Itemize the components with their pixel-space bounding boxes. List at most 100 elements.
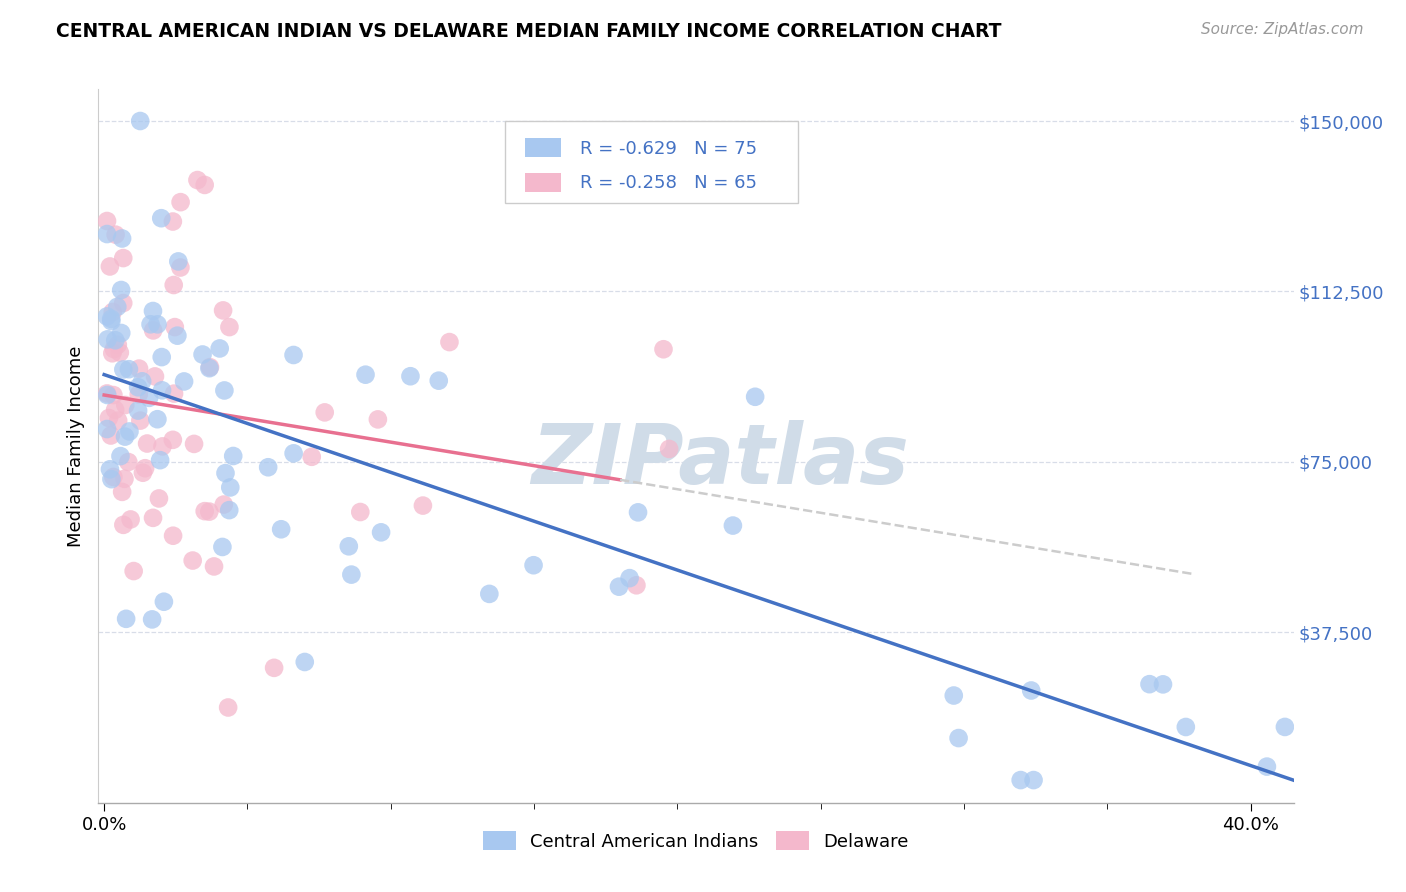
Point [607,580,630,594]
Point [111,231,134,245]
Point [132,466,155,480]
Point [163,386,186,401]
Point [1022,773,1045,788]
Point [194,178,217,192]
Point [1152,677,1174,691]
Point [354,368,377,382]
Point [114,472,136,486]
Point [152,439,174,453]
Point [148,491,170,506]
Point [167,254,190,268]
Text: R = -0.629   N = 75: R = -0.629 N = 75 [581,140,758,158]
Point [198,361,221,376]
Point [128,361,150,376]
Point [118,425,141,439]
Point [619,571,641,585]
Point [222,449,245,463]
Point [112,251,135,265]
Point [110,283,132,297]
Point [114,429,136,443]
Point [169,195,191,210]
Point [127,403,149,417]
Point [114,398,136,412]
Point [183,437,205,451]
Point [120,512,142,526]
Point [163,278,186,293]
Point [166,328,188,343]
Point [97,332,120,346]
Point [104,227,127,242]
Point [131,374,153,388]
Point [744,390,766,404]
Point [110,449,132,463]
Point [149,453,172,467]
Point [97,411,120,425]
Point [1010,773,1032,788]
Point [212,303,235,318]
Point [146,318,169,332]
Point [150,384,173,398]
Point [439,334,461,349]
Point [202,559,225,574]
Point [173,375,195,389]
Point [98,260,121,274]
Point [218,320,240,334]
Point [214,466,236,480]
Point [107,414,129,428]
Point [110,326,132,340]
Point [118,362,141,376]
Point [208,342,231,356]
Point [652,343,675,357]
Point [107,338,129,352]
Point [626,578,648,592]
Point [163,320,186,334]
Point [948,731,970,745]
Point [1019,683,1042,698]
Point [129,114,152,128]
Point [194,504,217,518]
Point [198,505,221,519]
Point [96,422,118,436]
Point [214,384,236,398]
Point [212,498,235,512]
Point [211,540,233,554]
Point [337,539,360,553]
Point [1139,677,1161,691]
Point [412,499,434,513]
Point [283,446,305,460]
Point [162,529,184,543]
Point [108,345,131,359]
Point [136,436,159,450]
Point [270,522,292,536]
FancyBboxPatch shape [524,173,561,192]
Point [112,517,135,532]
Point [153,595,176,609]
Point [627,505,650,519]
Point [96,388,118,402]
Point [658,442,681,456]
Text: Source: ZipAtlas.com: Source: ZipAtlas.com [1201,22,1364,37]
Point [1274,720,1296,734]
Point [105,300,128,314]
Point [198,360,221,375]
Point [427,374,450,388]
Point [96,214,118,228]
Point [478,587,501,601]
Point [141,612,163,626]
Text: CENTRAL AMERICAN INDIAN VS DELAWARE MEDIAN FAMILY INCOME CORRELATION CHART: CENTRAL AMERICAN INDIAN VS DELAWARE MEDI… [56,22,1001,41]
Point [100,311,122,326]
Point [134,461,156,475]
Point [103,388,125,402]
Point [1256,759,1278,773]
Point [217,700,239,714]
Point [263,661,285,675]
Point [117,455,139,469]
Point [301,450,323,464]
Point [218,503,240,517]
Point [314,405,336,419]
Point [96,386,118,401]
Point [138,391,160,405]
Point [169,260,191,275]
FancyBboxPatch shape [505,121,797,203]
Point [100,314,122,328]
